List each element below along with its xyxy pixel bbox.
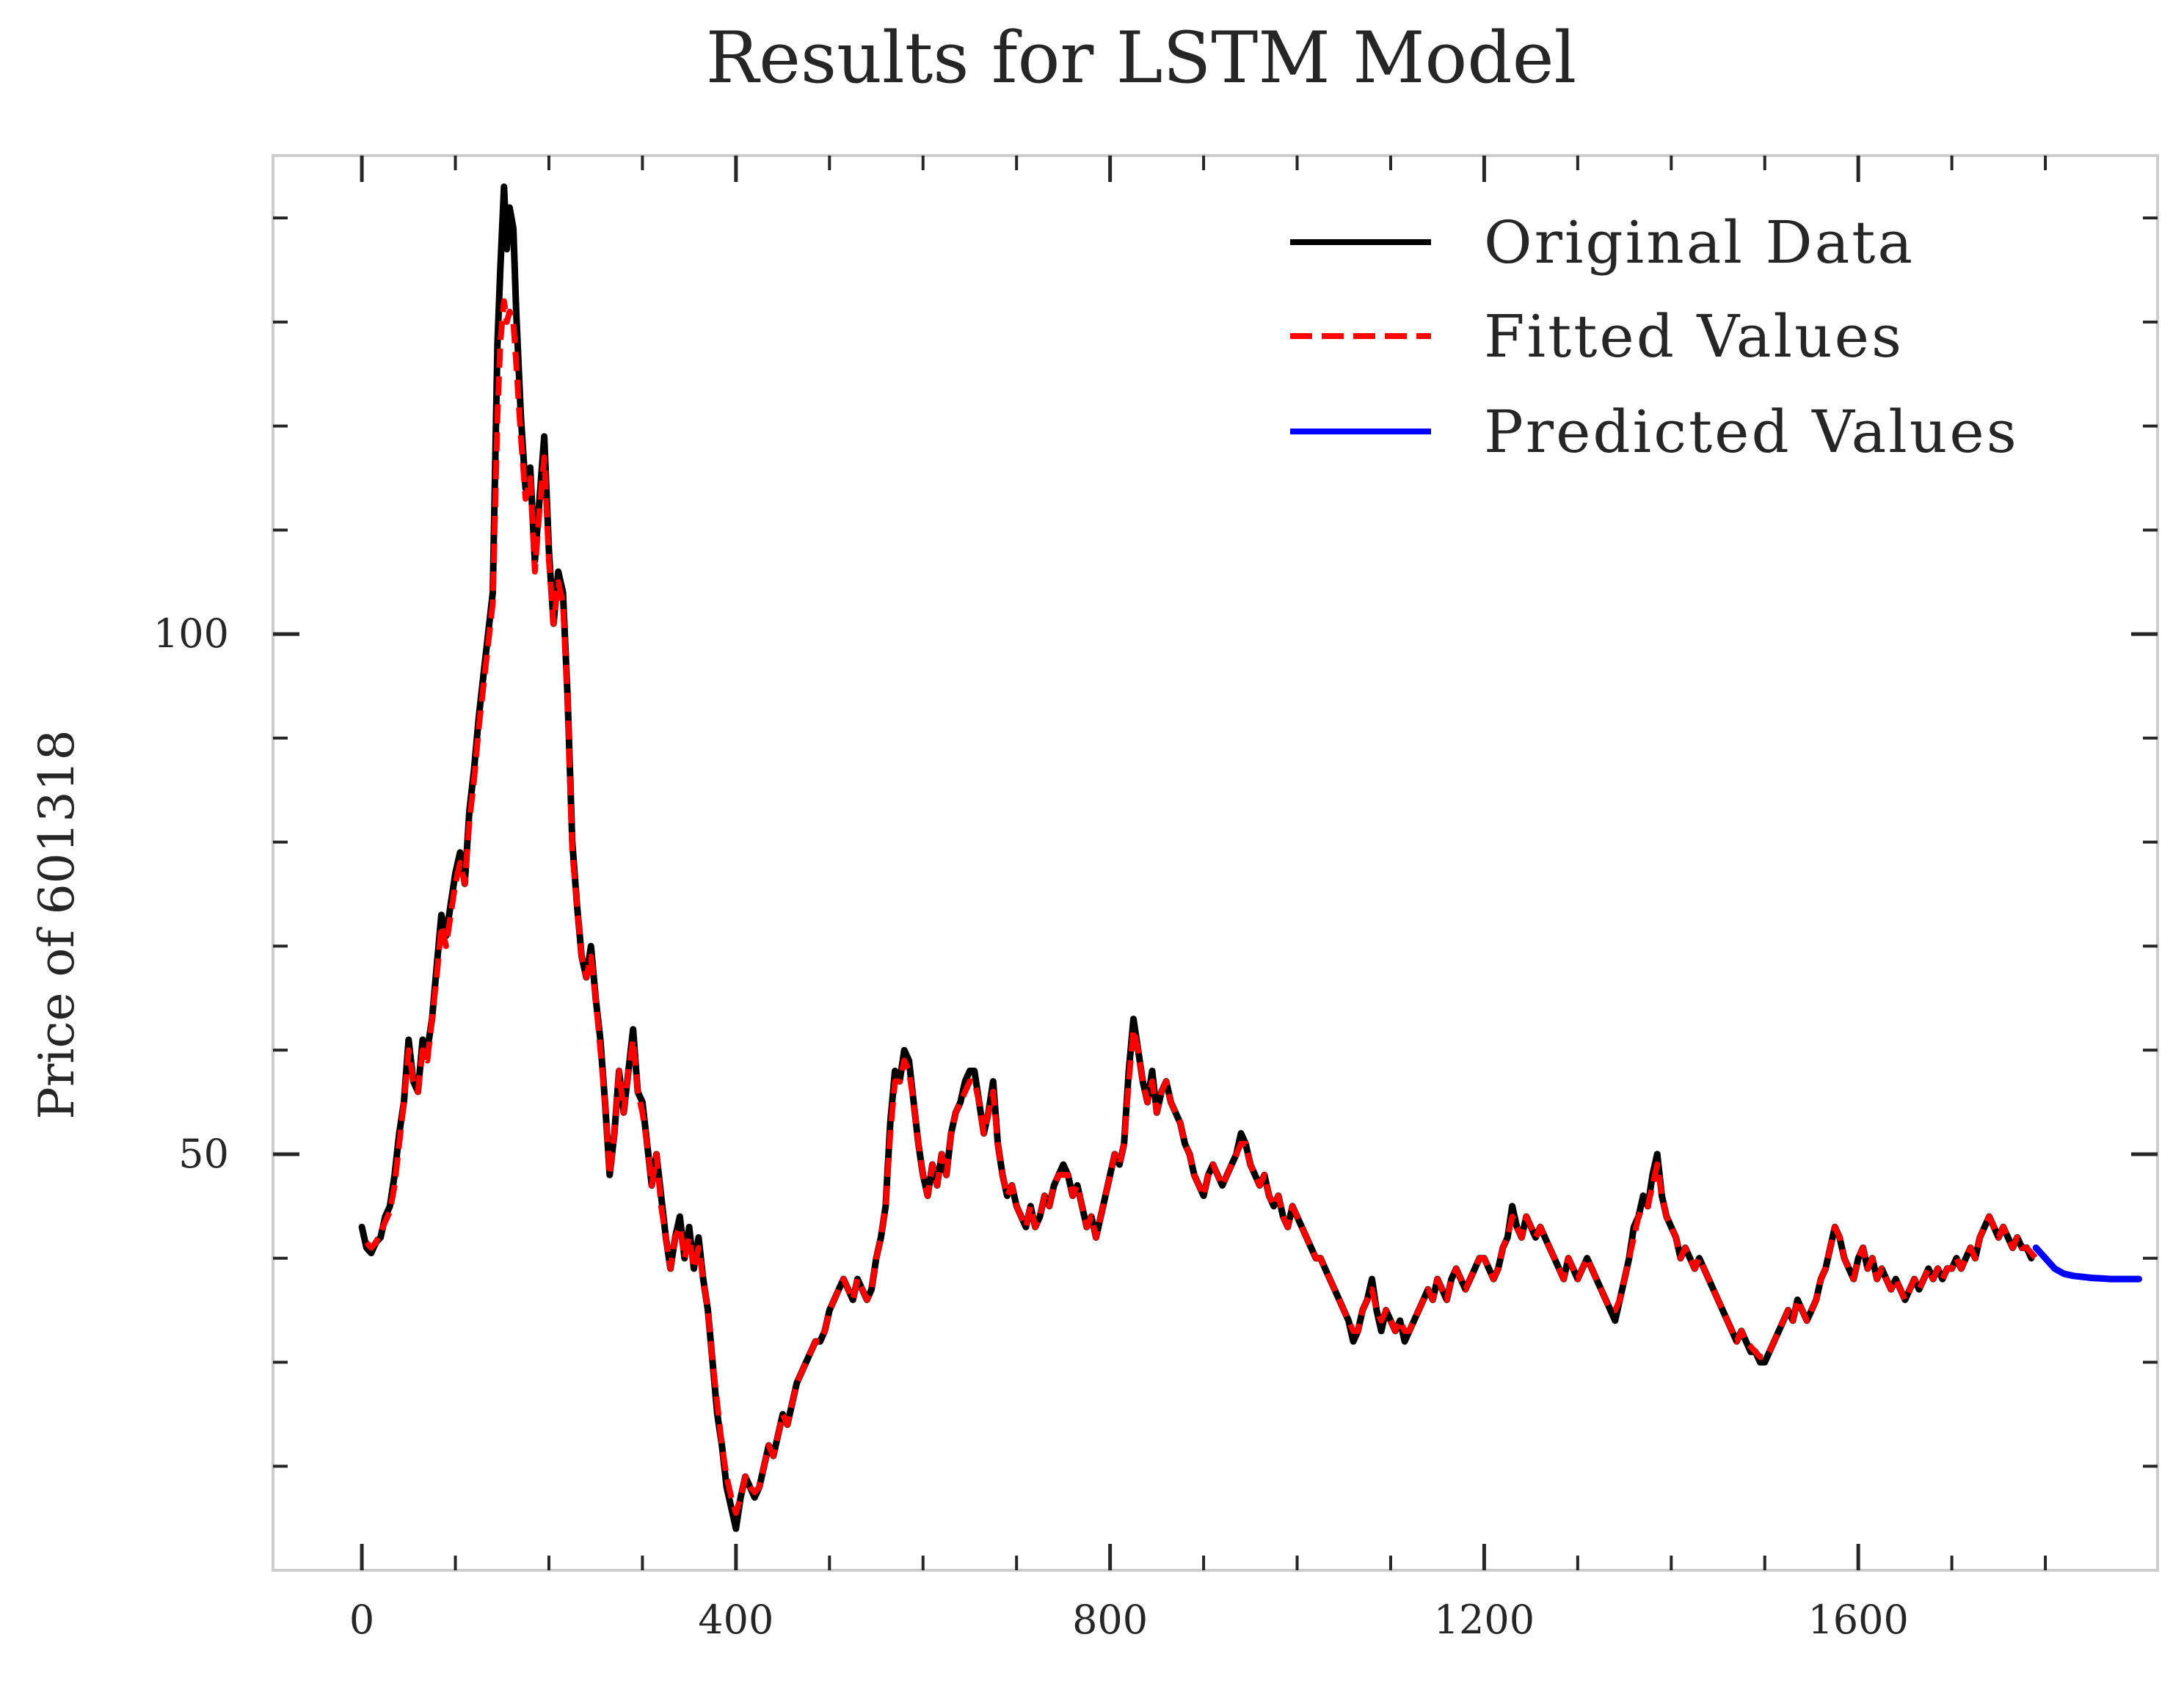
series-layer	[358, 183, 2142, 1532]
legend: Original Data Fitted Values Predicted Va…	[1290, 208, 2019, 466]
x-tick-label: 800	[1072, 1597, 1148, 1643]
legend-label-predicted: Predicted Values	[1484, 398, 2019, 466]
plot-frame	[272, 154, 2159, 1572]
y-axis-label: Price of 601318	[29, 729, 85, 1119]
x-tick-label: 1200	[1434, 1597, 1535, 1643]
chart-title: Results for LSTM Model	[706, 17, 1576, 99]
plot-area	[272, 154, 2159, 1572]
series-line-fitted-values	[364, 298, 2039, 1516]
tick-labels: 0 400 800 1200 1600 50 100	[153, 610, 1909, 1643]
y-tick-label: 100	[153, 610, 229, 657]
series-line-predicted-values	[2032, 1244, 2142, 1283]
x-tick-label: 400	[698, 1597, 774, 1643]
ticks-layer	[273, 156, 2158, 1570]
x-tick-label: 0	[349, 1597, 374, 1643]
x-tick-label: 1600	[1808, 1597, 1908, 1643]
y-tick-label: 50	[178, 1131, 229, 1177]
legend-label-fitted: Fitted Values	[1484, 302, 1904, 371]
legend-label-original: Original Data	[1484, 208, 1915, 277]
